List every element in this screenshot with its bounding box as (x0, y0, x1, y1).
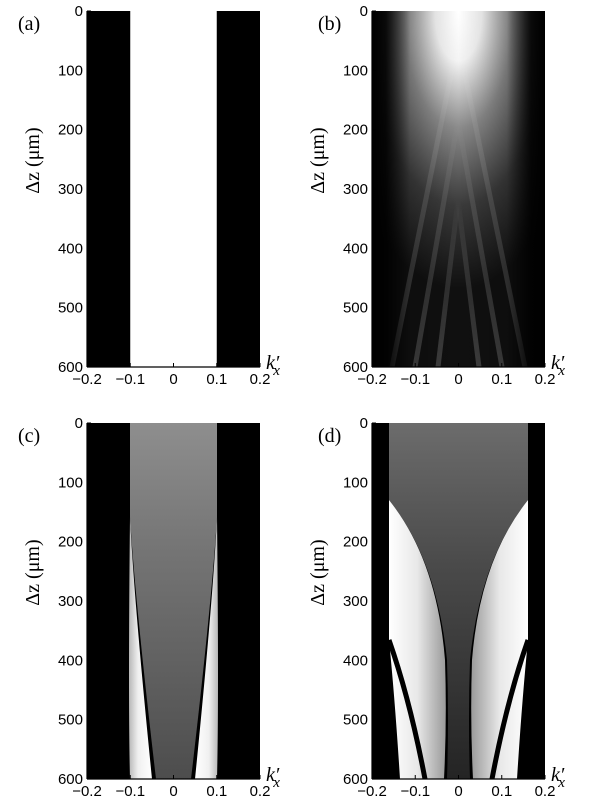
x-tick-label: 0.1 (491, 371, 512, 388)
x-axis-label: k′x (266, 352, 280, 379)
x-tick-label: −0.1 (115, 783, 145, 800)
x-axis-label: k′x (266, 764, 280, 791)
panel-label: (b) (318, 13, 341, 35)
x-axis-label-subscript: x (272, 775, 280, 791)
panel-a-image (87, 11, 260, 367)
y-tick-label: 300 (58, 181, 83, 198)
x-axis-label: k′x (551, 352, 565, 379)
y-axis-label: Δz (μm) (307, 127, 329, 193)
y-tick-label: 600 (58, 359, 83, 376)
y-tick-label: 500 (58, 300, 83, 317)
y-tick-label: 100 (58, 62, 83, 79)
y-tick-label: 300 (343, 181, 368, 198)
y-axis-label: Δz (μm) (307, 539, 329, 605)
y-tick-label: 400 (343, 652, 368, 669)
panel-label: (c) (18, 425, 40, 447)
y-axis-label: Δz (μm) (22, 539, 44, 605)
x-tick-label: −0.2 (357, 371, 387, 388)
x-tick-label: −0.2 (357, 783, 387, 800)
y-tick-label: 300 (343, 593, 368, 610)
panel-b-axes: −0.2 −0.1 0 0.1 0.2 0 100 200 300 400 500 600 Δz (μm… (307, 3, 565, 388)
x-tick-label: 0.1 (206, 371, 227, 388)
x-tick-label: 0.1 (491, 783, 512, 800)
x-tick-label: 0 (454, 371, 462, 388)
y-tick-label: 400 (58, 240, 83, 257)
panel-d-image (372, 423, 545, 779)
x-tick-label: −0.1 (400, 783, 430, 800)
panel-d-axes: −0.2 −0.1 0 0.1 0.2 0 100 200 300 400 500 600 Δz (μm… (307, 415, 565, 800)
y-tick-label: 400 (343, 240, 368, 257)
y-tick-label: 500 (58, 712, 83, 729)
panel-c-image (87, 423, 260, 779)
panel-c-axes: −0.2 −0.1 0 0.1 0.2 0 100 200 300 400 500 600 Δz (μm… (18, 415, 280, 800)
y-tick-label: 500 (343, 300, 368, 317)
x-axis-label-main: k′ (266, 352, 280, 374)
x-axis-label: k′x (551, 764, 565, 791)
panel-d (372, 423, 545, 779)
panel-a (87, 11, 260, 367)
x-axis-label-main: k′ (551, 764, 565, 786)
x-tick-label: −0.1 (115, 371, 145, 388)
x-axis-label-main: k′ (266, 764, 280, 786)
y-tick-label: 300 (58, 593, 83, 610)
y-tick-label: 0 (75, 415, 83, 432)
y-tick-label: 200 (343, 122, 368, 139)
panel-b-image (372, 11, 545, 367)
x-tick-label: 0.1 (206, 783, 227, 800)
y-tick-label: 100 (343, 62, 368, 79)
panel-label: (a) (18, 13, 40, 35)
y-tick-label: 500 (343, 712, 368, 729)
x-tick-label: −0.2 (72, 783, 102, 800)
y-tick-label: 600 (343, 359, 368, 376)
x-tick-label: −0.1 (400, 371, 430, 388)
x-tick-label: 0 (454, 783, 462, 800)
y-tick-label: 100 (58, 474, 83, 491)
y-axis-label: Δz (μm) (22, 127, 44, 193)
panel-b (372, 11, 545, 367)
y-tick-label: 600 (58, 771, 83, 788)
x-tick-label: −0.2 (72, 371, 102, 388)
y-tick-label: 200 (58, 122, 83, 139)
x-tick-label: 0.2 (250, 783, 271, 800)
y-tick-label: 600 (343, 771, 368, 788)
x-axis-label-subscript: x (557, 775, 565, 791)
y-tick-label: 400 (58, 652, 83, 669)
panel-a-axes: −0.2 −0.1 0 0.1 0.2 0 100 200 300 400 500 600 Δz (μm… (18, 3, 280, 388)
panel-c (87, 423, 260, 779)
y-tick-label: 200 (58, 534, 83, 551)
y-tick-label: 200 (343, 534, 368, 551)
x-axis-label-subscript: x (272, 363, 280, 379)
x-tick-label: 0 (169, 783, 177, 800)
y-tick-label: 100 (343, 474, 368, 491)
y-tick-label: 0 (75, 3, 83, 20)
x-tick-label: 0.2 (250, 371, 271, 388)
x-tick-label: 0.2 (535, 783, 556, 800)
x-axis-label-subscript: x (557, 363, 565, 379)
y-tick-label: 0 (360, 3, 368, 20)
x-tick-label: 0.2 (535, 371, 556, 388)
x-axis-label-main: k′ (551, 352, 565, 374)
panel-label: (d) (318, 425, 341, 447)
x-tick-label: 0 (169, 371, 177, 388)
y-tick-label: 0 (360, 415, 368, 432)
